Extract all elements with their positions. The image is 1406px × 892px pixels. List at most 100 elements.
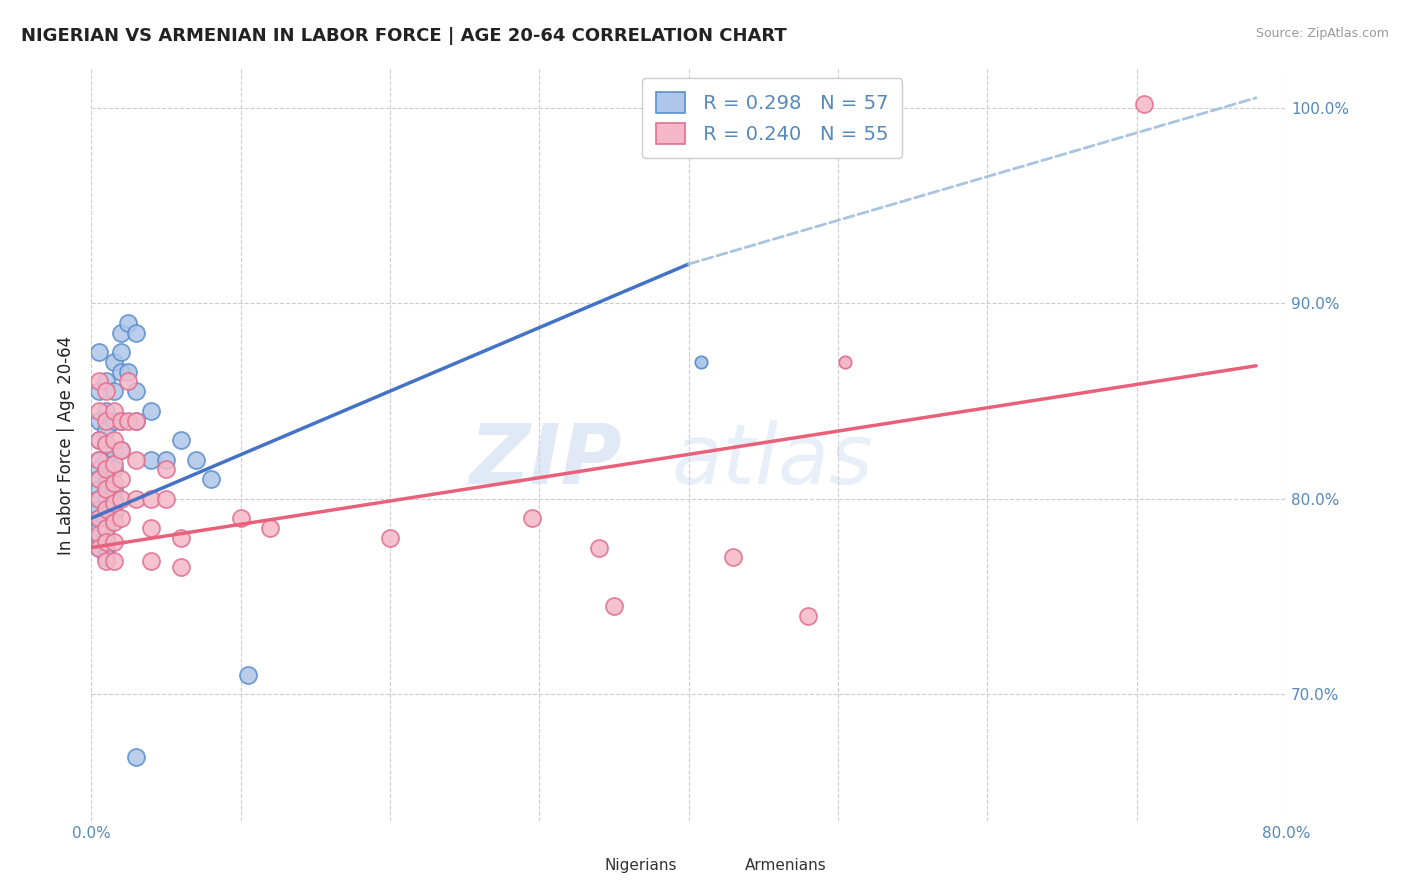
Point: [94, 476, 117, 491]
Point: [103, 355, 125, 369]
Point: [110, 345, 132, 359]
Point: [94, 511, 117, 525]
Point: [94, 452, 117, 467]
Point: [87, 501, 110, 516]
Point: [94, 541, 117, 555]
Point: [834, 863, 856, 878]
Point: [87, 413, 110, 427]
Point: [797, 609, 820, 624]
Point: [103, 496, 125, 510]
Point: [200, 472, 222, 486]
Point: [103, 413, 125, 427]
Point: [110, 472, 132, 486]
Point: [87, 515, 110, 529]
Point: [94, 423, 117, 437]
Point: [184, 452, 207, 467]
Point: [110, 413, 132, 427]
Point: [103, 482, 125, 496]
Point: [94, 491, 117, 506]
Y-axis label: In Labor Force | Age 20-64: In Labor Force | Age 20-64: [58, 335, 75, 555]
Point: [259, 521, 281, 535]
Point: [87, 462, 110, 476]
Point: [117, 316, 139, 330]
Point: [110, 365, 132, 379]
Point: [87, 531, 110, 545]
Point: [87, 472, 110, 486]
Point: [87, 452, 110, 467]
Point: [103, 384, 125, 399]
Point: [125, 491, 148, 506]
Point: [110, 442, 132, 457]
Point: [103, 534, 125, 549]
Point: [125, 413, 148, 427]
Point: [94, 501, 117, 516]
Point: [94, 413, 117, 427]
Point: [103, 403, 125, 417]
Point: [110, 511, 132, 525]
Point: [87, 472, 110, 486]
Point: [1133, 96, 1156, 111]
Point: [94, 531, 117, 545]
Point: [87, 384, 110, 399]
Point: [87, 511, 110, 525]
Point: [103, 442, 125, 457]
Text: atlas: atlas: [672, 419, 873, 500]
Point: [170, 433, 193, 447]
Text: ZIP: ZIP: [468, 419, 621, 500]
Point: [103, 433, 125, 447]
Point: [94, 521, 117, 535]
Point: [87, 403, 110, 417]
Text: Nigerians: Nigerians: [605, 858, 678, 872]
Point: [689, 863, 711, 878]
Point: [87, 541, 110, 555]
Point: [87, 482, 110, 496]
Point: [125, 750, 148, 764]
Text: Armenians: Armenians: [745, 858, 827, 872]
Point: [110, 326, 132, 340]
Point: [94, 501, 117, 516]
Point: [139, 403, 162, 417]
Legend:  R = 0.298   N = 57,  R = 0.240   N = 55: R = 0.298 N = 57, R = 0.240 N = 55: [643, 78, 903, 158]
Point: [87, 491, 110, 506]
Point: [94, 462, 117, 476]
Point: [94, 462, 117, 476]
Point: [94, 521, 117, 535]
Point: [87, 527, 110, 541]
Point: [87, 541, 110, 555]
Text: Source: ZipAtlas.com: Source: ZipAtlas.com: [1256, 27, 1389, 40]
Point: [170, 560, 193, 574]
Point: [588, 541, 610, 555]
Point: [236, 667, 259, 681]
Point: [87, 375, 110, 389]
Point: [117, 365, 139, 379]
Point: [110, 442, 132, 457]
Point: [87, 433, 110, 447]
Point: [125, 326, 148, 340]
Point: [87, 452, 110, 467]
Point: [155, 462, 177, 476]
Point: [87, 345, 110, 359]
Point: [229, 511, 252, 525]
Point: [94, 550, 117, 565]
Point: [723, 550, 745, 565]
Point: [103, 457, 125, 471]
Point: [125, 452, 148, 467]
Point: [125, 413, 148, 427]
Point: [87, 491, 110, 506]
Point: [94, 403, 117, 417]
Point: [110, 491, 132, 506]
Point: [110, 413, 132, 427]
Point: [103, 554, 125, 568]
Point: [87, 521, 110, 535]
Point: [103, 515, 125, 529]
Point: [103, 508, 125, 522]
Point: [139, 491, 162, 506]
Point: [94, 534, 117, 549]
Point: [103, 476, 125, 491]
Point: [103, 491, 125, 506]
Point: [378, 531, 401, 545]
Point: [87, 433, 110, 447]
Point: [117, 413, 139, 427]
Text: NIGERIAN VS ARMENIAN IN LABOR FORCE | AGE 20-64 CORRELATION CHART: NIGERIAN VS ARMENIAN IN LABOR FORCE | AG…: [21, 27, 787, 45]
Point: [139, 521, 162, 535]
